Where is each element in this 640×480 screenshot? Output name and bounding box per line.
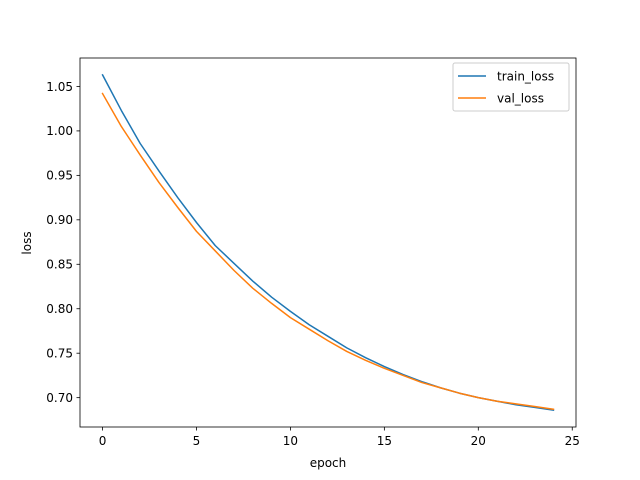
axes-layer (79, 57, 577, 428)
plot-area (80, 58, 576, 427)
legend-label-val_loss: val_loss (497, 91, 544, 105)
y-tick-label: 1.05 (46, 80, 73, 94)
x-tick-label: 0 (99, 434, 107, 448)
x-axis-ticks: 0 5 10 15 20 25 (99, 427, 580, 448)
y-tick-label: 0.75 (46, 347, 73, 361)
y-tick-label: 0.85 (46, 258, 73, 272)
y-tick-label: 1.00 (46, 124, 73, 138)
y-axis-ticks: 0.70 0.75 0.80 0.85 0.90 0.95 1.00 1.05 (46, 80, 80, 405)
x-axis-label: epoch (310, 456, 347, 470)
x-tick-label: 15 (377, 434, 392, 448)
legend: train_loss val_loss (452, 62, 570, 112)
series-layer (101, 73, 555, 411)
plot-frame (79, 57, 577, 428)
legend-box (452, 62, 570, 112)
y-axis-label: loss (20, 231, 34, 254)
x-tick-label: 20 (471, 434, 486, 448)
y-tick-label: 0.80 (46, 302, 73, 316)
x-tick-label: 25 (565, 434, 580, 448)
y-tick-label: 0.90 (46, 213, 73, 227)
x-tick-label: 5 (193, 434, 201, 448)
y-tick-label: 0.70 (46, 391, 73, 405)
y-tick-label: 0.95 (46, 169, 73, 183)
x-tick-label: 10 (283, 434, 298, 448)
legend-label-train_loss: train_loss (497, 69, 554, 83)
